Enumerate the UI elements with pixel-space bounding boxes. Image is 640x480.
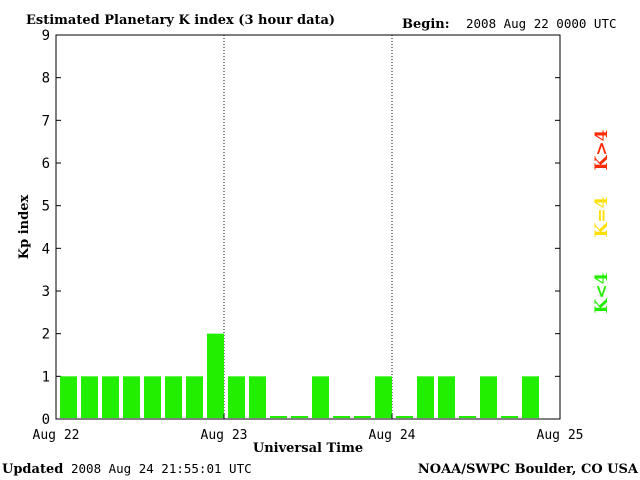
legend-k-greater-4: K>4 (592, 129, 612, 170)
y-tick-label: 9 (42, 28, 50, 44)
y-tick-label: 0 (42, 412, 50, 428)
x-tick-label: Aug 24 (369, 428, 416, 443)
updated-label: Updated (2, 462, 63, 477)
y-tick-label: 3 (42, 284, 50, 300)
kp-bar (60, 376, 77, 418)
kp-bar (291, 416, 308, 418)
x-tick-label: Aug 22 (33, 428, 80, 443)
x-tick-label: Aug 25 (537, 428, 584, 443)
kp-bar (396, 416, 413, 418)
kp-bar (312, 376, 329, 418)
kp-bar (144, 376, 161, 418)
kp-bar (270, 416, 287, 418)
bar-series (60, 333, 539, 418)
plot-area (55, 34, 561, 420)
kp-bar (480, 376, 497, 418)
x-tick-label: Aug 23 (201, 428, 248, 443)
kp-bar (81, 376, 98, 418)
x-axis-ticks: Aug 22 Aug 23 Aug 24 Aug 25 (33, 414, 584, 443)
kp-bar (165, 376, 182, 418)
kp-bar (207, 333, 224, 418)
kp-bar (459, 416, 476, 418)
y-tick-label: 1 (42, 369, 50, 385)
kp-bar (354, 416, 371, 418)
kp-bar (186, 376, 203, 418)
legend-k-equal-4: K=4 (592, 196, 612, 237)
kp-bar (228, 376, 245, 418)
y-tick-label: 4 (42, 241, 50, 257)
kp-bar (501, 416, 518, 418)
legend-k-less-4: K<4 (592, 272, 612, 313)
chart-title: Estimated Planetary K index (3 hour data… (26, 13, 335, 28)
begin-label: Begin: (402, 17, 450, 32)
x-axis-label: Universal Time (253, 441, 363, 456)
kp-bar (333, 416, 350, 418)
begin-value: 2008 Aug 22 0000 UTC (466, 16, 617, 31)
y-tick-label: 2 (42, 327, 50, 343)
updated-value: 2008 Aug 24 21:55:01 UTC (71, 461, 252, 476)
day-separators (223, 35, 393, 419)
kp-bar (375, 376, 392, 418)
source-credit: NOAA/SWPC Boulder, CO USA (418, 462, 639, 477)
kp-bar (123, 376, 140, 418)
y-tick-label: 6 (42, 156, 50, 172)
y-axis-label: Kp index (17, 195, 32, 260)
kp-bar (417, 376, 434, 418)
kp-bar (102, 376, 119, 418)
kp-bar (438, 376, 455, 418)
y-tick-label: 7 (42, 113, 50, 129)
kp-bar (522, 376, 539, 418)
y-tick-label: 8 (42, 71, 50, 87)
kp-bar (249, 376, 266, 418)
y-tick-label: 5 (42, 199, 50, 215)
y-axis-ticks: 0 1 2 3 4 5 6 7 8 9 (42, 28, 560, 428)
